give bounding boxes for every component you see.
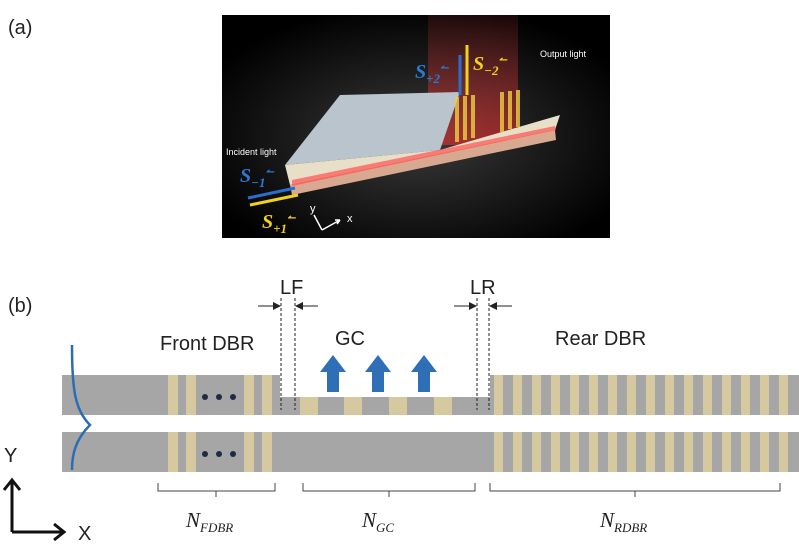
grating-stripe: [722, 432, 731, 472]
count-label: NFDBR: [185, 508, 233, 535]
grating-stripe: [389, 397, 407, 415]
grating-stripe: [646, 432, 655, 472]
grating-stripe: [344, 397, 362, 415]
waveguides: [62, 375, 799, 472]
grating-stripe: [532, 375, 541, 415]
grating-stripe: [646, 375, 655, 415]
count-label: NRDBR: [599, 508, 647, 535]
grating-stripe: [665, 432, 674, 472]
grating-stripe: [589, 432, 598, 472]
grating-stripe: [570, 432, 579, 472]
axis-y: Y: [4, 445, 17, 467]
lf-label: LF: [280, 277, 303, 299]
grating-stripe: [551, 432, 560, 472]
axis-x: X: [78, 523, 91, 545]
grating-stripe: [589, 375, 598, 415]
grating-stripe: [186, 375, 196, 415]
grating-stripe: [513, 432, 522, 472]
panel-label: (b): [8, 295, 32, 317]
grating-stripe: [703, 375, 712, 415]
grating-stripe: [186, 432, 196, 472]
grating-stripe: [168, 375, 178, 415]
braces: [158, 483, 780, 497]
grating-stripe: [741, 432, 750, 472]
grating-stripe: [722, 375, 731, 415]
grating-stripe: [684, 432, 693, 472]
grating-stripe: [570, 375, 579, 415]
grating-stripe: [627, 375, 636, 415]
gap-markers: [281, 298, 489, 410]
incident-label: Incident light: [226, 147, 277, 157]
panel-label: (a): [8, 17, 32, 39]
grating-stripe: [532, 432, 541, 472]
grating-stripe: [608, 432, 617, 472]
grating-stripe: [760, 432, 769, 472]
grating-stripe: [741, 375, 750, 415]
grating-stripe: [434, 397, 452, 415]
grating-stripe: [244, 375, 254, 415]
grating-stripe: [168, 432, 178, 472]
axis-x: x: [347, 213, 353, 225]
grating-stripe: [494, 375, 503, 415]
grating-stripe: [513, 375, 522, 415]
grating-stripe: [779, 432, 788, 472]
grating-stripe: [703, 432, 712, 472]
grating-stripe: [665, 375, 674, 415]
grating-stripe: [262, 375, 272, 415]
grating-stripe: [627, 432, 636, 472]
output-label: Output light: [540, 49, 587, 59]
grating-stripe: [760, 375, 769, 415]
grating-stripe: [608, 375, 617, 415]
emission-arrows: [320, 355, 437, 392]
rear-dbr-label: Rear DBR: [555, 328, 646, 350]
figure: (a) Incident light Output light S−1↼ S+1…: [0, 0, 799, 548]
axes-b: [4, 480, 64, 540]
grating-stripe: [494, 432, 503, 472]
lr-label: LR: [470, 277, 496, 299]
grating-stripe: [684, 375, 693, 415]
gc-label: GC: [335, 328, 365, 350]
grating-stripe: [779, 375, 788, 415]
count-label: NGC: [361, 508, 394, 535]
grating-stripe: [551, 375, 560, 415]
grating-stripe: [244, 432, 254, 472]
grating-stripe: [262, 432, 272, 472]
grating-stripe: [300, 397, 318, 415]
axis-y: y: [310, 203, 316, 215]
front-dbr-label: Front DBR: [160, 333, 254, 355]
